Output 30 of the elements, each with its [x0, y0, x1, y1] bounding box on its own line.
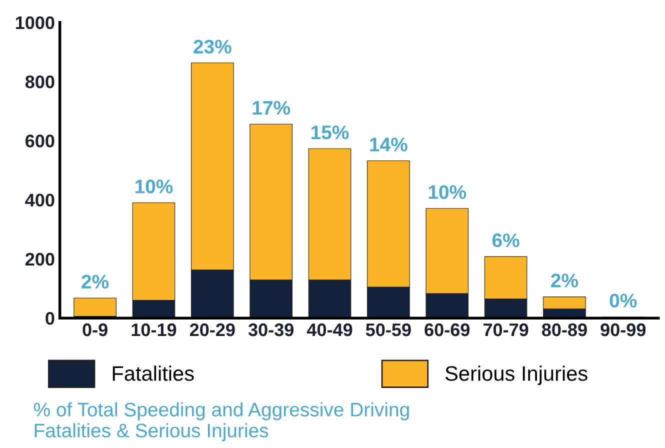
x-tick-label: 30-39: [248, 323, 294, 336]
text: % of Total Speeding and Aggressive Driving Fatalities & Serious Injuries: [34, 402, 409, 442]
annotation: 23%: [194, 40, 232, 54]
y-tick-label: 0: [46, 312, 54, 325]
annotation: 0%: [610, 294, 637, 308]
y-tick-label: 400: [25, 194, 54, 207]
x-tick-label: 50-59: [366, 323, 411, 336]
x-tick-label: 70-79: [483, 323, 528, 336]
y-tick-label: 600: [26, 134, 54, 148]
annotation: 17%: [252, 100, 290, 115]
x-tick-label: 60-69: [424, 323, 470, 336]
x-tick-label: 0-9: [82, 323, 108, 336]
y-tick-label: 200: [25, 252, 54, 266]
annotation: 10%: [136, 180, 173, 194]
legend-label: Fatalities: [112, 366, 194, 381]
annotation: 14%: [370, 138, 408, 152]
y-tick-label: 800: [25, 75, 54, 88]
annotation: 6%: [492, 233, 520, 248]
y-tick-label: 1000: [16, 16, 54, 30]
legend-label: Serious Injuries: [445, 366, 588, 386]
annotation: 15%: [312, 126, 349, 140]
x-tick-label: 20-29: [190, 323, 235, 336]
x-tick-label: 40-49: [306, 323, 352, 336]
annotation: 2%: [82, 274, 109, 289]
x-tick-label: 10-19: [132, 323, 176, 336]
annotation: 10%: [428, 185, 466, 199]
x-tick-label: 80-89: [542, 323, 587, 336]
annotation: 2%: [551, 274, 578, 288]
x-tick-label: 90-99: [600, 323, 646, 336]
bar: [74, 298, 116, 317]
